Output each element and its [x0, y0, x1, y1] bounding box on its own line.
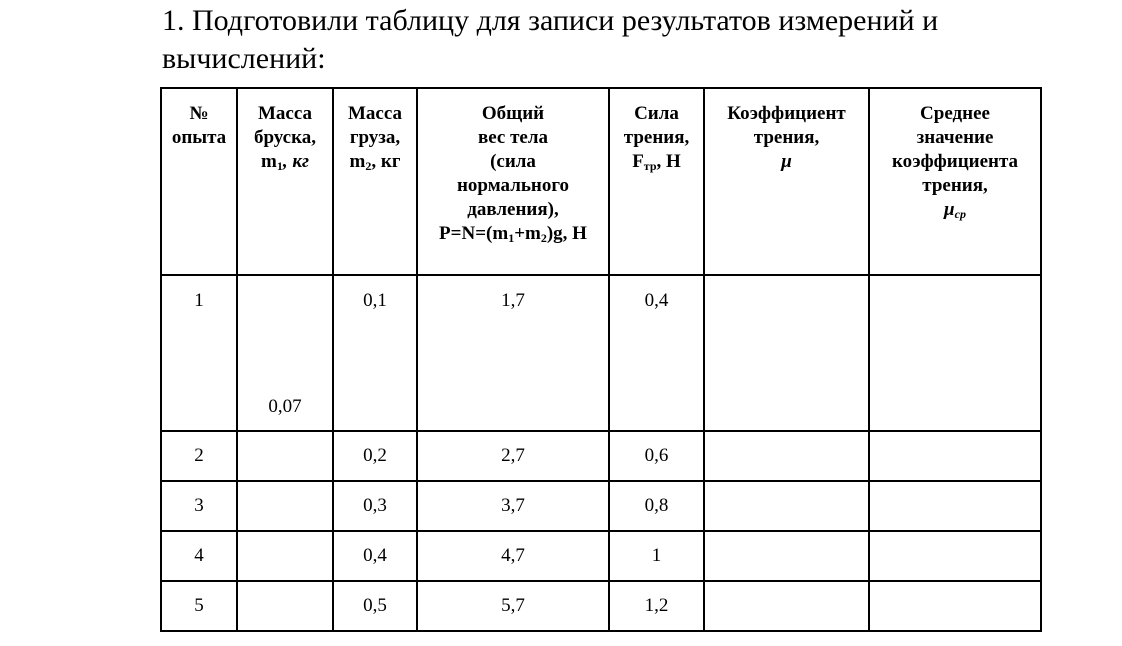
table-cell: 3	[160, 480, 238, 532]
table-cell	[868, 274, 1042, 432]
formula: P=N=(m	[439, 223, 509, 244]
header-cell: Масса груза, m2, кг	[332, 87, 418, 276]
header-text: Масса	[347, 103, 403, 124]
table-cell: 0,07	[236, 274, 334, 432]
header-text: трения,	[623, 127, 690, 148]
table-cell	[868, 480, 1042, 532]
header-text: №	[189, 103, 209, 124]
table-cell: 0,5	[332, 580, 418, 632]
table-cell: 0,4	[332, 530, 418, 582]
symbol: F	[632, 151, 644, 172]
header-text: бруска,	[253, 127, 317, 148]
table-row: 3 0,3 3,7 0,8	[160, 480, 1042, 532]
symbol: μ	[781, 151, 792, 172]
table-cell: 0,8	[608, 480, 705, 532]
table-row: 2 0,2 2,7 0,6	[160, 430, 1042, 482]
table-cell	[236, 430, 334, 482]
table-row: 1 0,07 0,1 1,7 0,4	[160, 274, 1042, 432]
table-cell: 4,7	[416, 530, 610, 582]
header-text: Коэффициент	[727, 103, 846, 124]
formula: +m	[514, 223, 541, 244]
table-cell: 0,2	[332, 430, 418, 482]
unit: , Н	[656, 151, 681, 172]
header-text: давления),	[467, 199, 559, 220]
index: 1	[508, 231, 515, 245]
header-text: груза,	[349, 127, 401, 148]
header-text: Масса	[257, 103, 313, 124]
header-text: Общий	[481, 103, 545, 124]
results-table: № опыта Масса бруска, m1, кг Масса груза, m2,…	[160, 87, 1042, 632]
table-cell	[868, 430, 1042, 482]
title: 1. Подготовили таблицу для записи резуль…	[162, 4, 939, 75]
table-cell	[868, 580, 1042, 632]
table-cell: 1,7	[416, 274, 610, 432]
header-text: нормального	[456, 175, 569, 196]
header-text: коэффициента	[891, 151, 1019, 172]
table-cell: 5	[160, 580, 238, 632]
table-row: 5 0,5 5,7 1,2	[160, 580, 1042, 632]
table-cell	[236, 530, 334, 582]
table-cell	[236, 580, 334, 632]
table-cell: 1,2	[608, 580, 705, 632]
header-text: Среднее	[920, 103, 990, 124]
header-cell: Коэффициент трения, μ	[703, 87, 870, 276]
table-cell: 0,4	[608, 274, 705, 432]
unit: , кг	[282, 151, 309, 172]
table-cell: 1	[608, 530, 705, 582]
table-cell	[703, 530, 870, 582]
table-cell	[703, 274, 870, 432]
header-text: трения,	[753, 127, 820, 148]
unit: , кг	[371, 151, 401, 172]
index: 2	[540, 231, 547, 245]
header-cell: Масса бруска, m1, кг	[236, 87, 334, 276]
index: 2	[365, 159, 372, 173]
table-cell	[868, 530, 1042, 582]
table-cell: 2,7	[416, 430, 610, 482]
index: 1	[276, 159, 283, 173]
table-cell	[703, 430, 870, 482]
table-row: 4 0,4 4,7 1	[160, 530, 1042, 582]
symbol: m	[349, 151, 366, 172]
table-body: 1 0,07 0,1 1,7 0,4 2 0,2 2,7 0,6 3 0,3 3,7 0,8 4 0,4 4,…	[160, 274, 1042, 632]
table-cell: 0,3	[332, 480, 418, 532]
table-cell	[703, 480, 870, 532]
symbol: m	[261, 151, 277, 172]
table-cell	[703, 580, 870, 632]
table-cell: 3,7	[416, 480, 610, 532]
header-text: вес тела	[477, 127, 549, 148]
table-cell: 4	[160, 530, 238, 582]
table-cell: 0,1	[332, 274, 418, 432]
header-cell: № опыта	[160, 87, 238, 276]
header-row: № опыта Масса бруска, m1, кг Масса груза, m2,…	[160, 87, 1042, 276]
header-text: Сила	[634, 103, 679, 124]
header-text: трения,	[922, 175, 988, 196]
table-cell	[236, 480, 334, 532]
table-cell: 2	[160, 430, 238, 482]
symbol: μ	[944, 199, 955, 220]
table-cell: 0,6	[608, 430, 705, 482]
header-cell: Среднее значение коэффициента трения, μср	[868, 87, 1042, 276]
header-cell: Сила трения, Fтр, Н	[608, 87, 705, 276]
header-cell: Общий вес тела (сила нормального давления), P…	[416, 87, 610, 276]
table-cell: 1	[160, 274, 238, 432]
table-cell: 5,7	[416, 580, 610, 632]
header-text: значение	[916, 127, 994, 148]
index: ср	[954, 207, 966, 221]
header-text: опыта	[171, 127, 227, 148]
header-text: (сила	[490, 151, 536, 172]
index: тр	[643, 159, 657, 173]
formula: )g, Н	[546, 223, 587, 244]
